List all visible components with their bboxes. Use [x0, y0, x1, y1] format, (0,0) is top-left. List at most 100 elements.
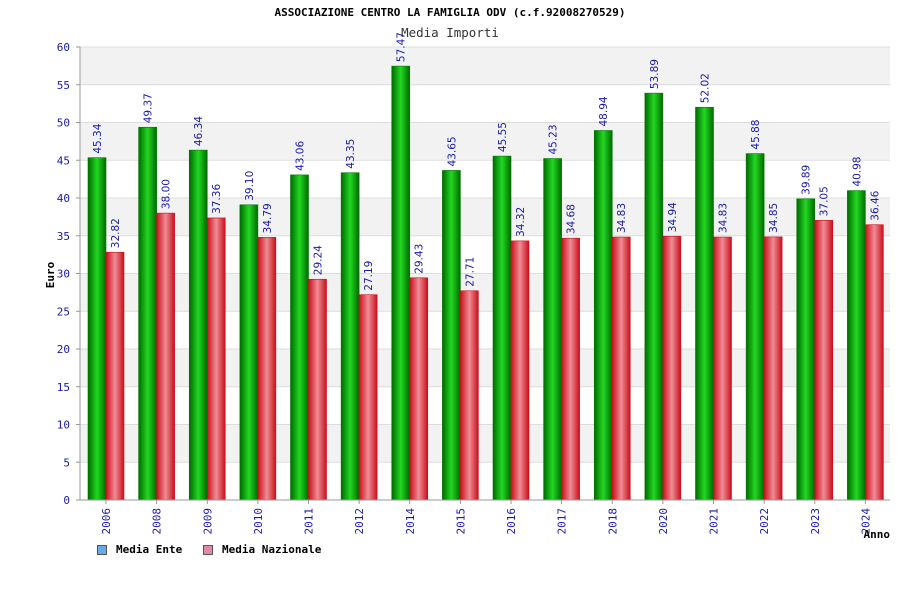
bars: 45.34 32.82 49.37 38.00 46.34 37.36 39.10 34.79…	[87, 32, 884, 501]
bar-media-ente	[796, 198, 816, 501]
y-tick-label: 35	[57, 230, 70, 243]
x-tick-label: 2011	[303, 508, 316, 535]
data-label: 57.47	[396, 32, 408, 62]
bar-media-nazionale	[510, 240, 530, 501]
bar-media-nazionale	[308, 278, 327, 501]
bar-media-nazionale	[865, 224, 884, 501]
data-label: 34.79	[262, 203, 274, 233]
data-label: 48.94	[598, 96, 610, 126]
data-label: 27.19	[363, 261, 375, 291]
legend-item-media-ente: Media Ente	[97, 543, 182, 556]
y-tick-label: 40	[57, 192, 70, 205]
x-tick-label: 2024	[859, 508, 872, 535]
x-tick-label: 2016	[505, 508, 518, 535]
x-axis-label: Anno	[864, 528, 891, 541]
data-label: 34.32	[515, 207, 527, 237]
bar-media-nazionale	[105, 251, 125, 501]
bar-media-ente	[593, 130, 613, 501]
y-tick-label: 0	[63, 494, 70, 507]
bar-media-nazionale	[257, 237, 277, 501]
data-label: 38.00	[161, 179, 173, 209]
bar-media-ente	[87, 157, 107, 501]
x-tick-label: 2022	[758, 508, 771, 535]
data-label: 34.83	[718, 203, 730, 233]
y-tick-label: 10	[57, 419, 70, 432]
bar-media-ente	[138, 126, 157, 501]
y-tick-label: 55	[57, 79, 70, 92]
data-label: 29.24	[313, 245, 325, 275]
legend-swatch	[203, 544, 213, 555]
data-label: 37.36	[211, 184, 223, 214]
bar-media-ente	[188, 149, 208, 501]
y-tick-label: 20	[57, 343, 70, 356]
bar-media-ente	[492, 155, 512, 501]
data-label: 34.83	[616, 203, 628, 233]
bar-media-nazionale	[763, 236, 783, 501]
bar-media-ente	[695, 106, 714, 501]
bar-media-ente	[340, 172, 360, 501]
y-axis-ticks: 0 5 10 15 20 25 30 35 40 45 50 55 60	[57, 41, 80, 507]
data-label: 49.37	[143, 93, 155, 123]
data-label: 43.35	[345, 139, 357, 169]
data-label: 43.65	[446, 136, 458, 166]
x-tick-label: 2023	[809, 508, 822, 535]
y-tick-label: 15	[57, 381, 70, 394]
y-tick-label: 30	[57, 268, 70, 281]
bar-media-nazionale	[358, 294, 378, 501]
y-tick-label: 60	[57, 41, 70, 54]
legend-label: Media Ente	[116, 543, 183, 556]
data-label: 52.02	[700, 73, 712, 103]
bar-media-nazionale	[662, 235, 682, 501]
data-label: 37.05	[819, 186, 831, 216]
y-axis-label: Euro	[44, 261, 57, 288]
bar-media-nazionale	[409, 277, 429, 501]
bar-media-nazionale	[561, 237, 580, 501]
y-tick-label: 5	[63, 456, 70, 469]
bar-media-nazionale	[611, 236, 631, 501]
y-tick-label: 45	[57, 154, 70, 167]
x-axis-ticks: 2006 2008 2009 2010 2011 2012 2014 2015 2016 2017…	[100, 500, 872, 535]
bar-media-nazionale	[713, 236, 732, 501]
x-tick-label: 2012	[353, 508, 366, 535]
data-label: 43.06	[295, 141, 307, 171]
data-label: 39.89	[801, 165, 813, 195]
plot-band	[80, 84, 890, 123]
data-label: 32.82	[110, 218, 122, 248]
data-label: 46.34	[193, 116, 205, 146]
x-tick-label: 2015	[454, 508, 467, 535]
bar-media-ente	[745, 153, 765, 501]
chart-title: ASSOCIAZIONE CENTRO LA FAMIGLIA ODV (c.f…	[274, 6, 626, 19]
bar-media-nazionale	[460, 290, 479, 501]
bar-media-ente	[543, 158, 562, 501]
x-tick-label: 2014	[404, 508, 417, 535]
bar-media-ente	[442, 170, 461, 501]
data-label: 27.71	[464, 257, 476, 287]
legend-swatch	[97, 544, 107, 555]
data-label: 36.46	[869, 190, 881, 220]
legend-item-media-nazionale: Media Nazionale	[203, 543, 321, 556]
y-tick-label: 25	[57, 305, 70, 318]
bar-media-ente	[391, 65, 411, 501]
data-label: 45.34	[92, 123, 104, 153]
plot-band	[80, 47, 890, 85]
bar-media-ente	[644, 92, 664, 501]
x-tick-label: 2018	[606, 508, 619, 535]
bar-media-nazionale	[156, 212, 175, 501]
bar-media-nazionale	[206, 217, 226, 501]
x-tick-label: 2017	[556, 508, 569, 535]
data-label: 53.89	[649, 59, 661, 89]
data-label: 34.68	[566, 204, 578, 234]
y-tick-label: 50	[57, 117, 70, 130]
data-label: 45.55	[497, 122, 509, 152]
data-label: 39.10	[244, 171, 256, 201]
x-tick-label: 2009	[201, 508, 214, 535]
x-tick-label: 2021	[708, 508, 721, 535]
chart-subtitle: Media Importi	[401, 25, 499, 40]
data-label: 45.88	[750, 120, 762, 150]
data-label: 40.98	[851, 157, 863, 187]
bar-media-ente	[290, 174, 309, 501]
data-label: 34.85	[768, 203, 780, 233]
bar-media-nazionale	[814, 219, 834, 501]
bar-media-ente	[239, 204, 259, 501]
